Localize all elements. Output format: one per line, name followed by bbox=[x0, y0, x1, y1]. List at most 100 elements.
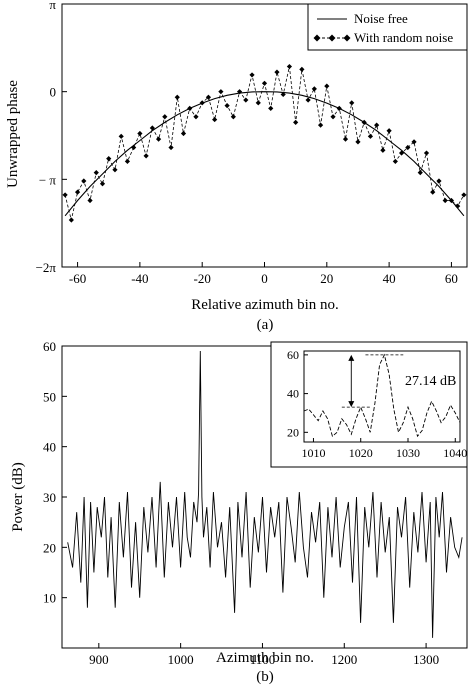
noisy-data-point bbox=[349, 100, 355, 106]
inset-y-tick-label: 40 bbox=[287, 387, 299, 401]
noisy-data-point bbox=[448, 197, 455, 204]
x-tick-label: -60 bbox=[69, 271, 86, 286]
y-tick-label: π bbox=[49, 0, 56, 12]
y-tick-label: 50 bbox=[43, 389, 56, 404]
noisy-data-point bbox=[336, 105, 342, 112]
panel-a: -60 -40 -20 0 20 40 60 π 0 − π −2π Unwrapped phas… bbox=[5, 0, 468, 333]
noisy-data-point bbox=[212, 116, 218, 123]
y-tick-label: −2π bbox=[36, 260, 57, 275]
noisy-data-point bbox=[342, 136, 349, 142]
noisy-data-point bbox=[411, 139, 417, 145]
noisy-data-point bbox=[174, 94, 180, 100]
noisy-data-point bbox=[81, 178, 87, 184]
noisy-data-point bbox=[423, 150, 430, 156]
noisy-data-point bbox=[367, 133, 374, 139]
plot-b-panel-label: (b) bbox=[256, 669, 274, 685]
inset-annotation: 27.14 dB bbox=[341, 354, 456, 408]
inset-arrow-head-bottom bbox=[348, 401, 355, 408]
noisy-data-point bbox=[311, 86, 317, 92]
inset-y-ticks: 20 40 60 bbox=[287, 348, 308, 439]
plot-b-x-axis-label: Azimuth bin no. bbox=[216, 650, 314, 666]
plot-a-legend: Noise free With random noise bbox=[307, 3, 468, 51]
noisy-data-point bbox=[386, 128, 392, 134]
noisy-data-point bbox=[155, 136, 162, 142]
x-tick-label: -20 bbox=[194, 271, 211, 286]
x-tick-label: 0 bbox=[261, 271, 268, 286]
noisy-data-point bbox=[293, 119, 299, 125]
noisy-data-point bbox=[274, 69, 280, 75]
noisy-data-point bbox=[355, 139, 361, 145]
power-series-line bbox=[67, 350, 463, 638]
inset-y-tick-label: 20 bbox=[287, 425, 299, 439]
noisy-data-point bbox=[330, 114, 336, 120]
x-tick-label: 1300 bbox=[413, 652, 439, 667]
legend-noisy-label: With random noise bbox=[354, 30, 453, 45]
plot-b-x-ticks: 900 1000 1100 1200 1300 bbox=[89, 643, 439, 667]
x-tick-label: 20 bbox=[320, 271, 333, 286]
plot-a-y-ticks: π 0 − π −2π bbox=[36, 0, 67, 275]
noisy-data-point bbox=[455, 203, 461, 209]
plot-a-series bbox=[62, 63, 467, 223]
noisy-data-point bbox=[162, 114, 168, 120]
noisy-data-point bbox=[417, 169, 423, 176]
noisy-data-point bbox=[398, 150, 405, 156]
noisy-data-point bbox=[118, 133, 124, 139]
inset-x-tick-label: 1010 bbox=[301, 446, 325, 460]
x-tick-label: -40 bbox=[131, 271, 148, 286]
noisy-data-point bbox=[442, 197, 448, 204]
noisy-data-point bbox=[218, 89, 224, 95]
y-tick-label: 20 bbox=[43, 540, 56, 555]
plot-a-x-axis-label: Relative azimuth bin no. bbox=[191, 297, 338, 313]
noisy-data-point bbox=[205, 94, 212, 100]
noisy-data-point bbox=[317, 122, 324, 128]
noisy-data-point bbox=[280, 91, 286, 98]
x-tick-label: 900 bbox=[89, 652, 109, 667]
noisy-data-point bbox=[187, 105, 193, 112]
noisy-data-point bbox=[193, 114, 199, 120]
y-tick-label: 60 bbox=[43, 339, 56, 354]
noisy-data-point bbox=[180, 130, 187, 137]
plot-b-y-axis-label: Power (dB) bbox=[10, 462, 26, 532]
noisy-data-point bbox=[149, 125, 155, 131]
inset-annotation-label: 27.14 dB bbox=[405, 374, 456, 389]
plot-b-series bbox=[67, 350, 463, 638]
noisy-data-point bbox=[392, 158, 398, 165]
noisy-data-point bbox=[224, 103, 230, 109]
noisy-data-point bbox=[324, 83, 330, 89]
x-tick-label: 1200 bbox=[331, 652, 357, 667]
y-tick-label: 30 bbox=[43, 490, 56, 505]
inset-y-tick-label: 60 bbox=[287, 348, 299, 362]
series-noise-free-line bbox=[64, 91, 465, 217]
noisy-data-point bbox=[112, 167, 118, 173]
noisy-data-point bbox=[87, 197, 93, 204]
plot-b-y-ticks: 10 20 30 40 50 60 bbox=[43, 339, 67, 606]
inset-plot: 1010 1020 1030 1040 20 40 60 27.14 dB bbox=[270, 341, 468, 468]
noisy-data-point bbox=[261, 80, 268, 86]
noisy-data-point bbox=[68, 217, 74, 223]
plot-a-panel-label: (a) bbox=[257, 317, 274, 333]
noisy-data-point bbox=[361, 119, 367, 125]
inset-series bbox=[303, 353, 461, 438]
x-tick-label: 40 bbox=[383, 271, 396, 286]
noisy-data-point bbox=[405, 144, 411, 151]
noisy-data-point bbox=[106, 156, 112, 162]
noisy-data-point bbox=[255, 100, 261, 106]
noisy-data-point bbox=[236, 89, 243, 95]
noisy-data-point bbox=[230, 114, 236, 120]
noisy-data-point bbox=[143, 153, 149, 159]
y-tick-label: − π bbox=[39, 172, 57, 187]
noisy-data-point bbox=[436, 178, 442, 184]
noisy-data-point bbox=[299, 66, 305, 72]
inset-arrow-head-top bbox=[348, 354, 355, 361]
noisy-data-point bbox=[243, 97, 249, 103]
noisy-data-point bbox=[131, 144, 137, 151]
inset-x-tick-label: 1040 bbox=[443, 446, 467, 460]
plot-a-y-axis-label: Unwrapped phase bbox=[5, 80, 21, 188]
plot-a-x-ticks: -60 -40 -20 0 20 40 60 bbox=[69, 262, 458, 286]
noisy-data-point bbox=[168, 144, 174, 151]
noisy-data-point bbox=[137, 130, 143, 137]
inset-frame bbox=[303, 350, 461, 443]
y-tick-label: 10 bbox=[43, 591, 56, 606]
